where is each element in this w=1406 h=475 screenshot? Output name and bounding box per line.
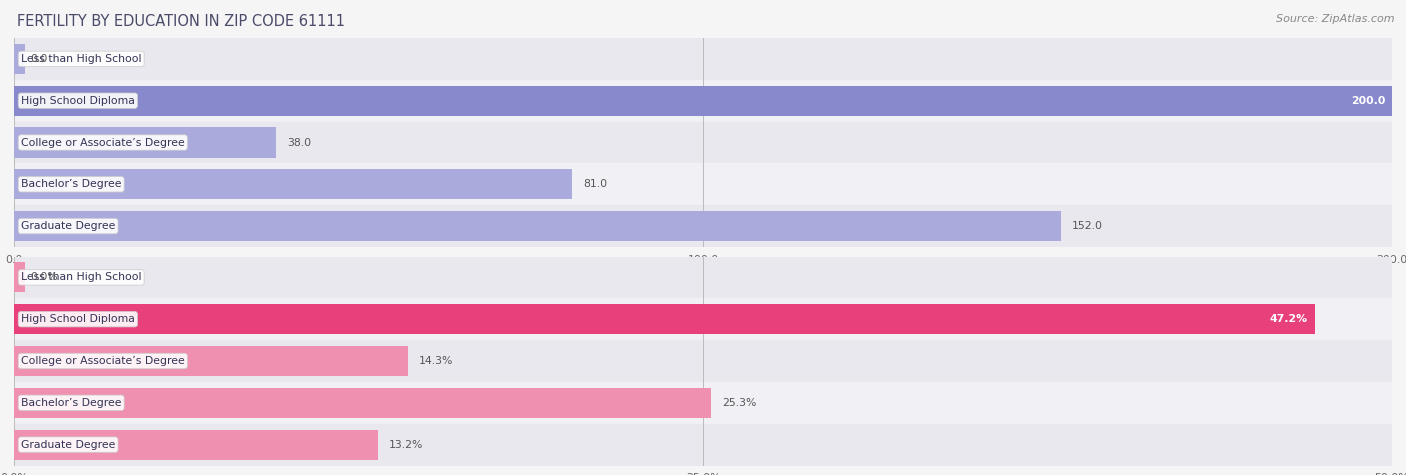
Text: High School Diploma: High School Diploma: [21, 95, 135, 106]
Bar: [14, 38, 1392, 80]
Bar: [14, 86, 1392, 116]
Bar: [14, 122, 1392, 163]
Bar: [14, 205, 1392, 247]
Bar: [14, 346, 408, 376]
Text: 200.0: 200.0: [1351, 95, 1385, 106]
Text: 14.3%: 14.3%: [419, 356, 454, 366]
Text: Less than High School: Less than High School: [21, 272, 142, 283]
Bar: [14, 44, 25, 74]
Bar: [14, 256, 1392, 298]
Bar: [14, 388, 711, 418]
Bar: [14, 211, 1062, 241]
Text: High School Diploma: High School Diploma: [21, 314, 135, 324]
Text: 25.3%: 25.3%: [723, 398, 756, 408]
Bar: [14, 127, 276, 158]
Text: 13.2%: 13.2%: [389, 439, 423, 450]
Text: 38.0: 38.0: [287, 137, 311, 148]
Bar: [14, 262, 25, 293]
Bar: [14, 163, 1392, 205]
Bar: [14, 340, 1392, 382]
Bar: [14, 424, 1392, 466]
Text: College or Associate’s Degree: College or Associate’s Degree: [21, 356, 184, 366]
Text: 0.0%: 0.0%: [31, 272, 58, 283]
Text: 0.0: 0.0: [31, 54, 48, 64]
Bar: [14, 169, 572, 200]
Bar: [14, 298, 1392, 340]
Text: Bachelor’s Degree: Bachelor’s Degree: [21, 179, 121, 190]
Text: Graduate Degree: Graduate Degree: [21, 439, 115, 450]
Bar: [14, 382, 1392, 424]
Text: 81.0: 81.0: [583, 179, 607, 190]
Text: 47.2%: 47.2%: [1270, 314, 1308, 324]
Text: Graduate Degree: Graduate Degree: [21, 221, 115, 231]
Text: College or Associate’s Degree: College or Associate’s Degree: [21, 137, 184, 148]
Text: 152.0: 152.0: [1073, 221, 1104, 231]
Bar: [14, 80, 1392, 122]
Text: Bachelor’s Degree: Bachelor’s Degree: [21, 398, 121, 408]
Text: Source: ZipAtlas.com: Source: ZipAtlas.com: [1277, 14, 1395, 24]
Text: FERTILITY BY EDUCATION IN ZIP CODE 61111: FERTILITY BY EDUCATION IN ZIP CODE 61111: [17, 14, 344, 29]
Bar: [14, 304, 1315, 334]
Text: Less than High School: Less than High School: [21, 54, 142, 64]
Bar: [14, 429, 378, 460]
